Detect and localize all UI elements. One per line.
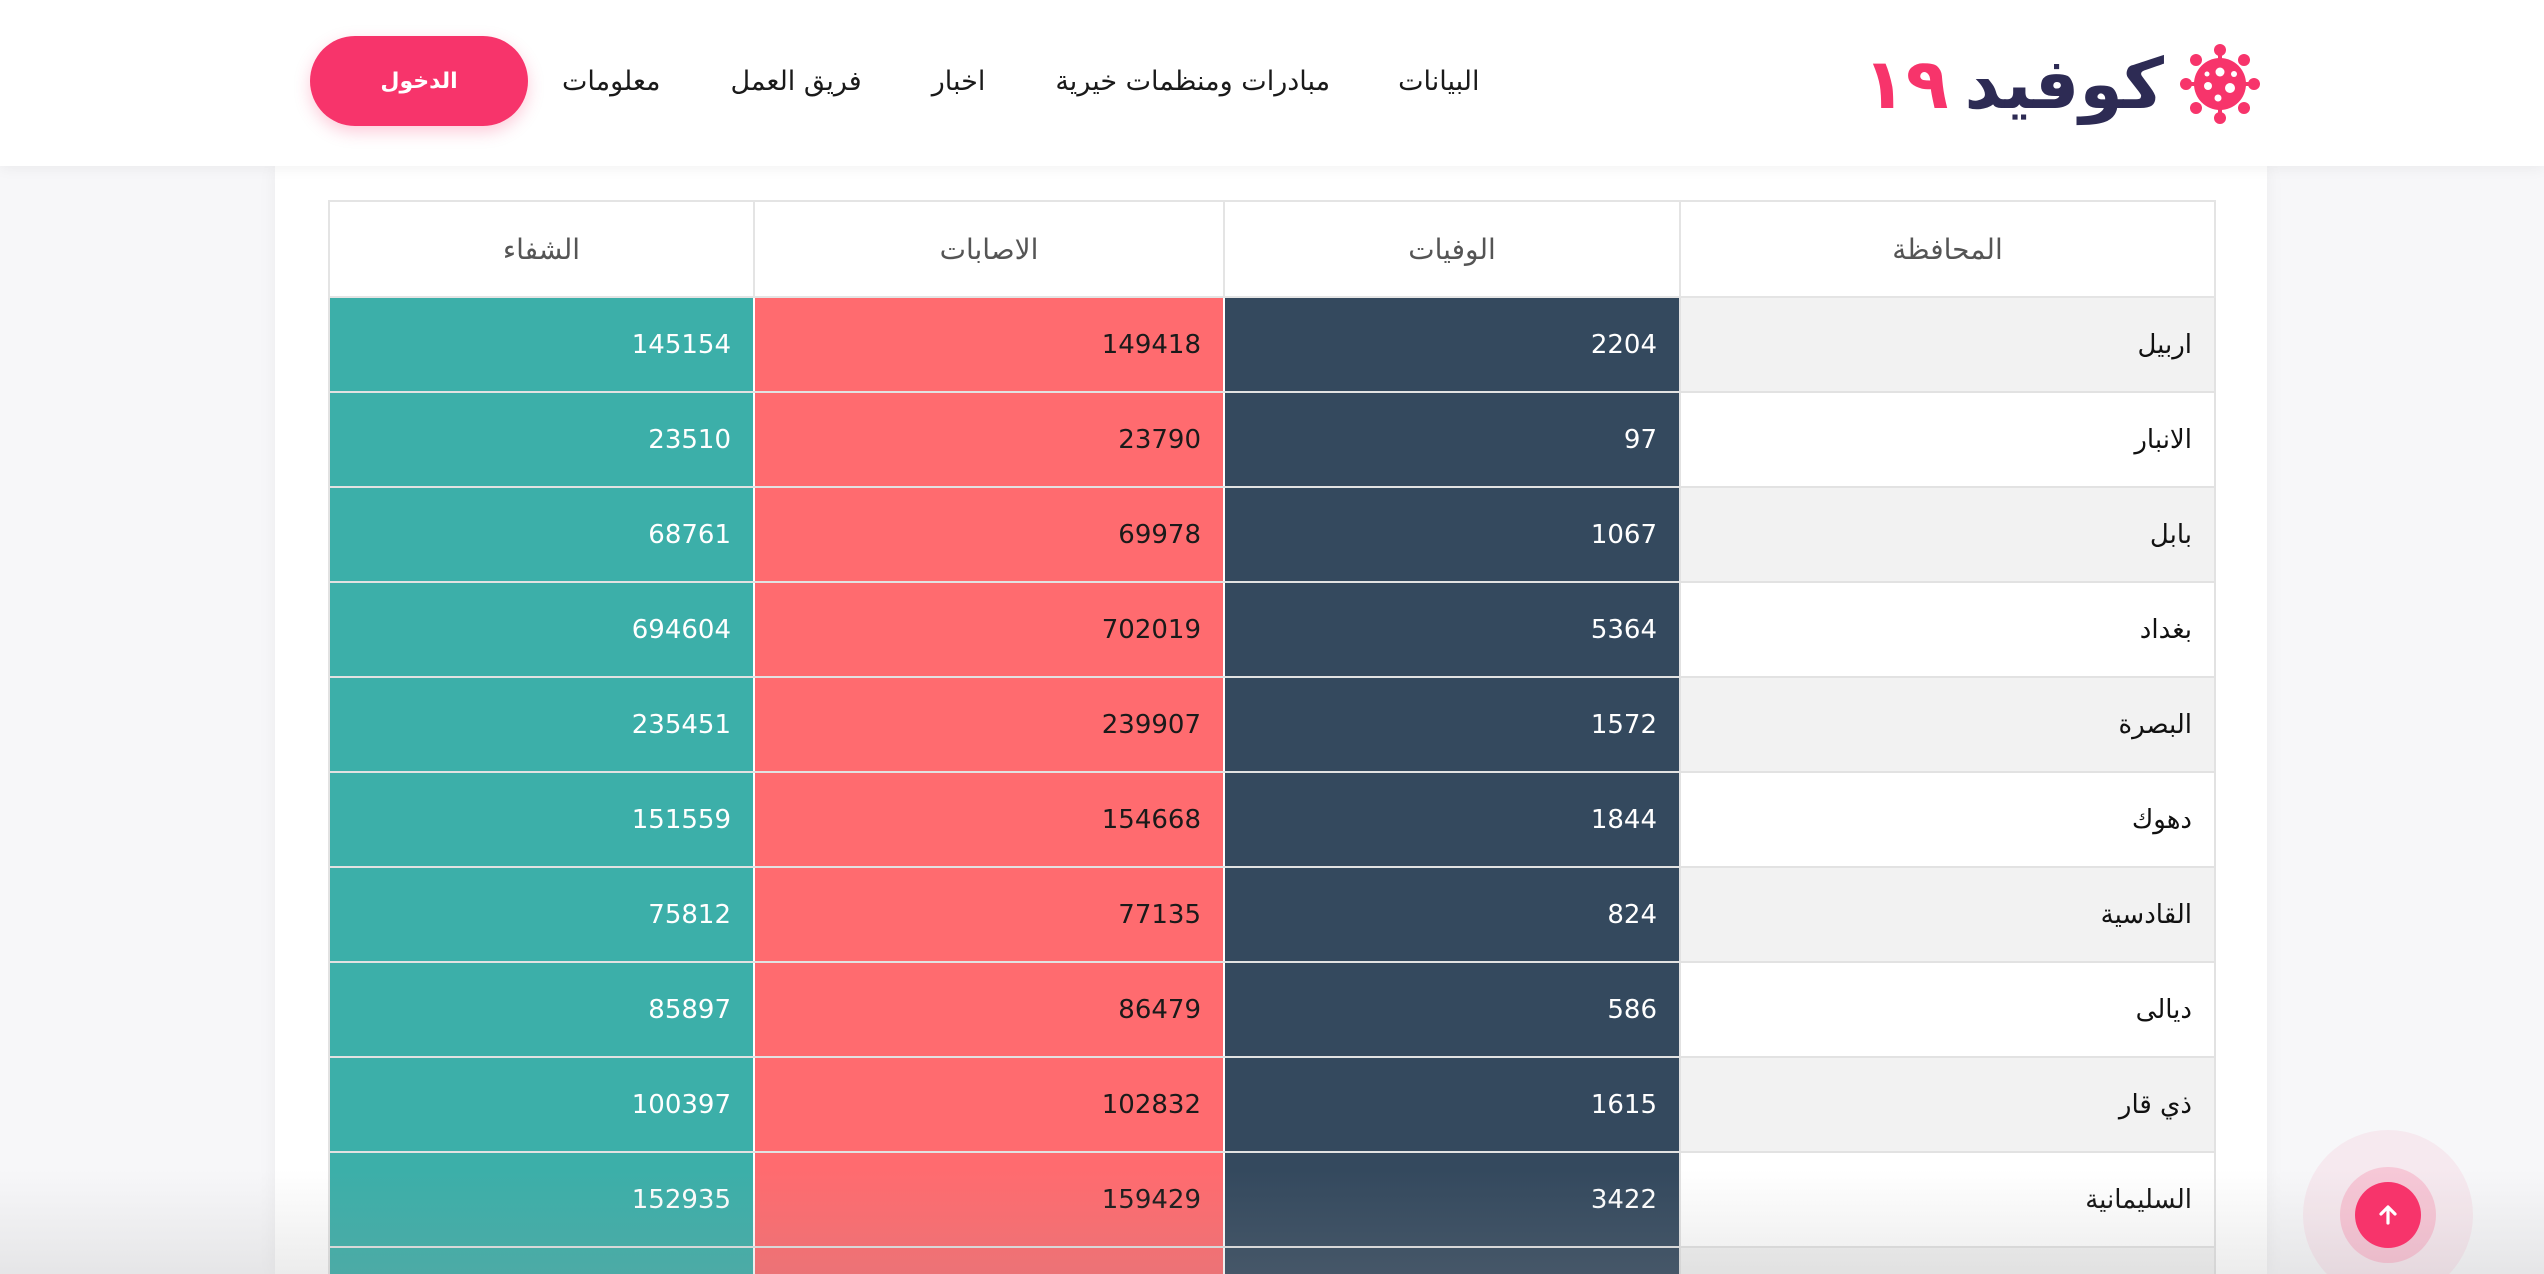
cell-recovered: 152935 (328, 1152, 754, 1248)
cell-recovered (328, 1247, 754, 1274)
cell-deaths: 97 (1223, 392, 1680, 488)
table-row: بغداد 5364 702019 694604 (328, 582, 2216, 678)
cell-cases: 149418 (753, 297, 1224, 393)
table-row: بابل 1067 69978 68761 (328, 487, 2216, 583)
cell-deaths: 1067 (1223, 487, 1680, 583)
table-row: الانبار 97 23790 23510 (328, 392, 2216, 488)
column-header-cases: الاصابات (753, 200, 1225, 298)
table-header-row: المحافظة الوفيات الاصابات الشفاء (328, 200, 2216, 298)
table-row: ذي قار 1615 102832 100397 (328, 1057, 2216, 1153)
cell-governorate: الانبار (1679, 392, 2216, 488)
column-header-recovered: الشفاء (328, 200, 755, 298)
cell-recovered: 145154 (328, 297, 754, 393)
cell-cases: 69978 (753, 487, 1224, 583)
cell-cases: 77135 (753, 867, 1224, 963)
nav-link-news[interactable]: اخبار (931, 65, 986, 97)
cell-deaths: 824 (1223, 867, 1680, 963)
cell-deaths (1223, 1247, 1680, 1274)
cell-cases: 86479 (753, 962, 1224, 1058)
cell-deaths: 586 (1223, 962, 1680, 1058)
nav-link-info[interactable]: معلومات (562, 65, 661, 97)
cell-governorate: القادسية (1679, 867, 2216, 963)
nav-link-team[interactable]: فريق العمل (730, 65, 862, 97)
cell-governorate: السليمانية (1679, 1152, 2216, 1248)
cell-recovered: 75812 (328, 867, 754, 963)
cell-governorate: ذي قار (1679, 1057, 2216, 1153)
site-header: ١٩ كوفيد (0, 0, 2544, 166)
cell-governorate: بغداد (1679, 582, 2216, 678)
cell-governorate (1679, 1247, 2216, 1274)
table-row (328, 1247, 2216, 1274)
cell-governorate: البصرة (1679, 677, 2216, 773)
logo[interactable]: ١٩ كوفيد (1863, 38, 2262, 130)
table-row: ديالى 586 86479 85897 (328, 962, 2216, 1058)
cell-deaths: 1615 (1223, 1057, 1680, 1153)
table-row: اربيل 2204 149418 145154 (328, 297, 2216, 393)
logo-text: ١٩ كوفيد (1863, 38, 2164, 130)
table-row: دهوك 1844 154668 151559 (328, 772, 2216, 868)
table-row: القادسية 824 77135 75812 (328, 867, 2216, 963)
cell-cases (753, 1247, 1224, 1274)
cell-deaths: 1572 (1223, 677, 1680, 773)
logo-number: ١٩ (1863, 43, 1949, 125)
cell-recovered: 68761 (328, 487, 754, 583)
nav-link-initiatives[interactable]: مبادرات ومنظمات خيرية (1055, 65, 1331, 97)
cell-cases: 154668 (753, 772, 1224, 868)
cell-governorate: ديالى (1679, 962, 2216, 1058)
cell-deaths: 5364 (1223, 582, 1680, 678)
cell-governorate: بابل (1679, 487, 2216, 583)
governorates-table: المحافظة الوفيات الاصابات الشفاء اربيل 2… (328, 200, 2216, 1274)
table-row: السليمانية 3422 159429 152935 (328, 1152, 2216, 1248)
cell-recovered: 85897 (328, 962, 754, 1058)
cell-deaths: 2204 (1223, 297, 1680, 393)
cell-recovered: 151559 (328, 772, 754, 868)
cell-cases: 239907 (753, 677, 1224, 773)
column-header-deaths: الوفيات (1223, 200, 1681, 298)
cell-cases: 702019 (753, 582, 1224, 678)
cell-cases: 102832 (753, 1057, 1224, 1153)
column-header-governorate: المحافظة (1679, 200, 2216, 298)
nav-link-data[interactable]: البيانات (1398, 65, 1480, 97)
logo-word: كوفيد (1964, 43, 2164, 125)
cell-cases: 23790 (753, 392, 1224, 488)
cell-recovered: 694604 (328, 582, 754, 678)
main-nav: الدخول معلومات فريق العمل اخبار مبادرات … (310, 36, 1480, 126)
arrow-up-icon (2379, 1205, 2397, 1225)
table-row: البصرة 1572 239907 235451 (328, 677, 2216, 773)
login-button[interactable]: الدخول (310, 36, 528, 126)
cell-recovered: 23510 (328, 392, 754, 488)
cell-recovered: 100397 (328, 1057, 754, 1153)
cell-deaths: 1844 (1223, 772, 1680, 868)
cell-governorate: اربيل (1679, 297, 2216, 393)
cell-cases: 159429 (753, 1152, 1224, 1248)
back-to-top-button[interactable] (2355, 1182, 2421, 1248)
cell-deaths: 3422 (1223, 1152, 1680, 1248)
cell-recovered: 235451 (328, 677, 754, 773)
virus-icon (2180, 44, 2260, 124)
cell-governorate: دهوك (1679, 772, 2216, 868)
